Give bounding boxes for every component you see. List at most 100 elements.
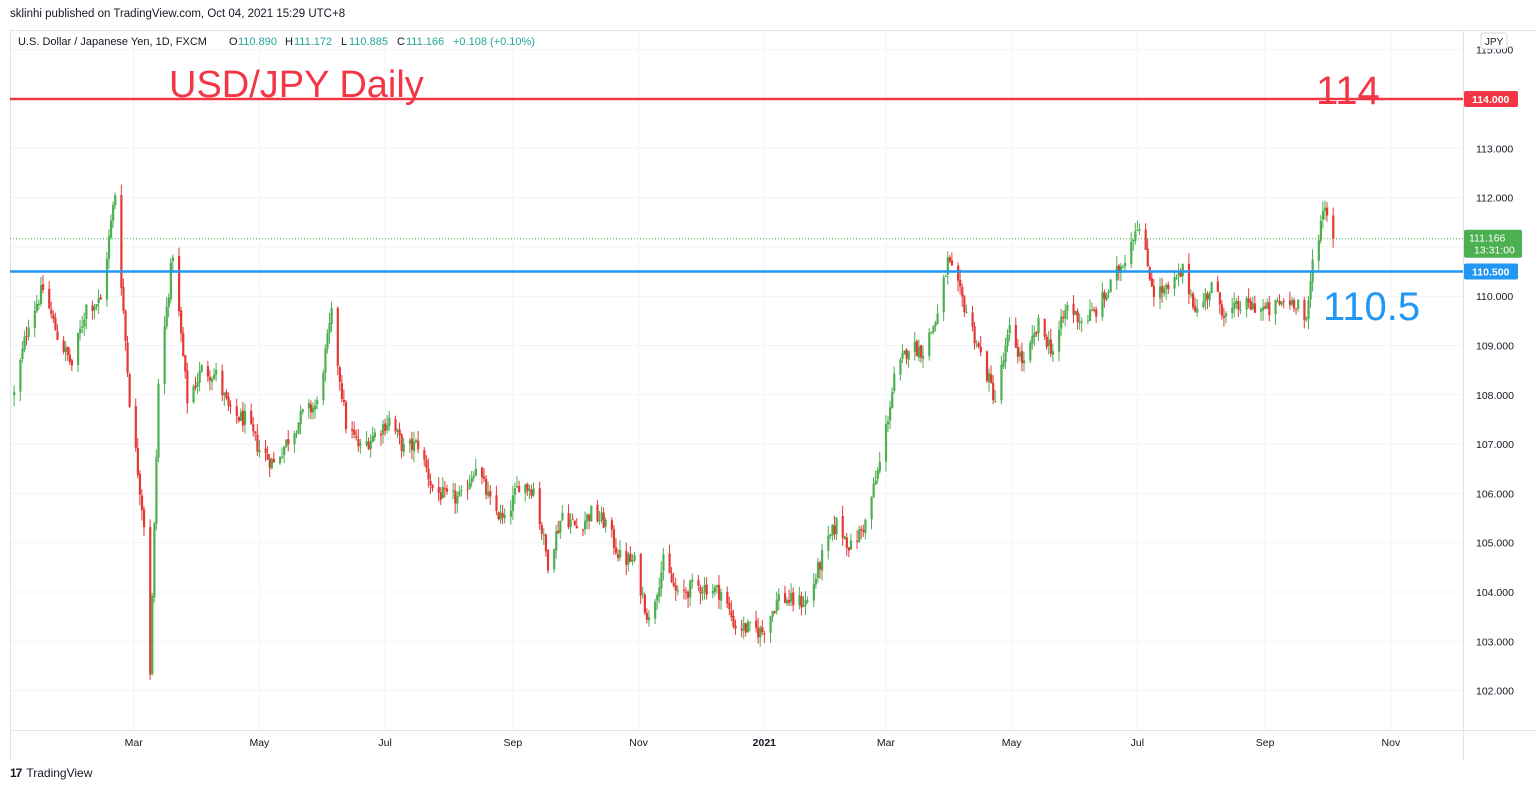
candle — [474, 458, 477, 477]
candle — [936, 304, 939, 325]
candle — [1282, 298, 1285, 309]
candle — [1305, 316, 1308, 322]
candle — [221, 364, 224, 402]
x-tick-label: Mar — [877, 737, 896, 749]
candle — [293, 430, 296, 453]
candle — [524, 483, 527, 502]
candle — [91, 300, 94, 320]
candle — [410, 431, 414, 460]
candle — [489, 485, 492, 505]
candle — [1181, 263, 1184, 284]
candle — [307, 399, 311, 419]
candle — [254, 431, 257, 441]
candle — [759, 625, 762, 647]
legend-open-value: 110.890 — [238, 36, 277, 48]
candle — [1280, 301, 1283, 307]
candle — [513, 482, 517, 505]
candle — [600, 506, 603, 524]
candle — [994, 390, 997, 403]
candle — [860, 525, 863, 540]
candle — [1222, 307, 1226, 327]
candle — [441, 477, 445, 499]
candle — [715, 584, 719, 594]
candle — [192, 384, 195, 404]
candle — [629, 546, 632, 563]
candle — [658, 577, 661, 604]
candle — [662, 547, 665, 581]
candle — [575, 518, 578, 529]
candle — [841, 505, 844, 546]
candle — [287, 430, 290, 452]
candle — [309, 400, 313, 420]
candle — [23, 330, 26, 353]
candle — [301, 408, 304, 415]
candle — [138, 469, 142, 506]
candle — [1189, 289, 1193, 299]
candle — [1080, 317, 1083, 333]
candle — [856, 530, 859, 549]
candle — [893, 366, 896, 394]
candle — [901, 344, 904, 363]
candle — [1095, 306, 1098, 323]
candle — [1062, 310, 1065, 323]
x-tick-label: 2021 — [753, 737, 777, 749]
candle — [818, 560, 822, 579]
candle — [1216, 275, 1219, 292]
candle — [792, 587, 795, 612]
legend-open-label: O — [229, 36, 238, 48]
candle — [946, 251, 949, 285]
candle — [369, 434, 372, 458]
legend-close-value: 111.166 — [406, 36, 444, 48]
y-tick-label: 103.000 — [1476, 636, 1514, 648]
candle — [1266, 298, 1269, 310]
chart-title-annotation: USD/JPY Daily — [169, 64, 424, 106]
candle — [922, 345, 925, 369]
level-price-label: 114.000 — [1472, 94, 1510, 106]
candle — [1319, 215, 1322, 244]
candle — [1014, 317, 1017, 348]
candle — [239, 408, 243, 422]
candle — [670, 567, 673, 583]
candle — [324, 344, 327, 382]
candle — [180, 306, 183, 342]
candle — [802, 595, 805, 608]
candle — [499, 504, 502, 524]
candle — [1218, 291, 1222, 314]
candle — [443, 481, 447, 498]
candle — [400, 433, 403, 459]
candle — [886, 415, 890, 433]
candle — [1292, 297, 1296, 313]
legend-high-label: H — [285, 36, 293, 48]
candle — [1307, 296, 1310, 330]
currency-badge[interactable]: JPY — [1480, 32, 1508, 50]
candle — [763, 630, 766, 643]
candle — [208, 370, 212, 391]
candle — [843, 535, 846, 540]
candle — [1220, 300, 1224, 320]
candle — [35, 295, 38, 314]
candle — [870, 496, 873, 530]
candle — [757, 617, 760, 644]
candle — [1043, 318, 1046, 341]
candle — [571, 513, 574, 521]
candle — [328, 313, 331, 344]
candle — [581, 528, 585, 537]
candle — [371, 426, 374, 443]
candle — [336, 306, 339, 376]
candle — [112, 201, 115, 229]
candle — [1066, 301, 1069, 320]
candle — [225, 389, 228, 401]
candle — [1121, 264, 1125, 269]
candle — [497, 511, 500, 521]
candle — [206, 360, 210, 383]
candle — [85, 303, 88, 330]
candle — [625, 542, 628, 576]
candle — [480, 466, 484, 485]
candle — [107, 229, 111, 269]
candle — [120, 184, 123, 296]
candle — [919, 344, 923, 363]
candle — [1194, 297, 1197, 313]
candle — [256, 423, 259, 456]
candle — [153, 521, 156, 603]
